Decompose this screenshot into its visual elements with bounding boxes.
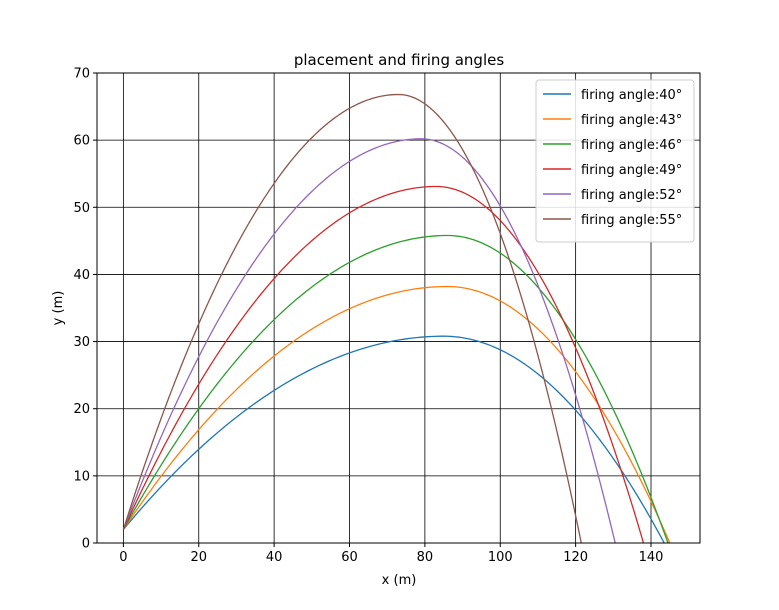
x-axis-label: x (m) xyxy=(382,573,417,588)
x-tick-label: 0 xyxy=(119,550,127,565)
legend-label: firing angle:40° xyxy=(581,88,682,103)
x-tick-label: 80 xyxy=(417,550,434,565)
series-lines xyxy=(122,93,671,544)
x-tick-label: 120 xyxy=(563,550,588,565)
y-ticks: 0 10 20 30 40 50 60 70 xyxy=(73,67,97,552)
legend-label: firing angle:43° xyxy=(581,113,682,128)
x-tick-label: 100 xyxy=(488,550,513,565)
chart-title: placement and firing angles xyxy=(294,51,505,69)
legend-label: firing angle:55° xyxy=(581,213,682,228)
x-tick-label: 20 xyxy=(190,550,207,565)
y-tick-label: 60 xyxy=(73,134,90,149)
y-tick-label: 0 xyxy=(82,537,90,552)
plot-frame xyxy=(96,72,701,544)
x-tick-label: 60 xyxy=(341,550,358,565)
series-line-5 xyxy=(122,93,582,544)
x-ticks: 0 20 40 60 80 100 120 140 xyxy=(119,543,663,565)
series-line-1 xyxy=(122,285,671,544)
y-tick-label: 50 xyxy=(73,201,90,216)
series-line-2 xyxy=(122,234,669,544)
y-tick-label: 30 xyxy=(73,335,90,350)
series-line-0 xyxy=(122,335,665,544)
x-tick-label: 140 xyxy=(639,550,664,565)
y-tick-label: 20 xyxy=(73,402,90,417)
legend-label: firing angle:52° xyxy=(581,188,682,203)
legend-label: firing angle:49° xyxy=(581,163,682,178)
y-tick-label: 70 xyxy=(73,67,90,82)
legend-label: firing angle:46° xyxy=(581,138,682,153)
y-tick-label: 40 xyxy=(73,268,90,283)
y-tick-label: 10 xyxy=(73,469,90,484)
series-line-3 xyxy=(122,185,645,544)
y-axis-label: y (m) xyxy=(51,291,66,326)
series-line-4 xyxy=(122,138,616,544)
legend-box xyxy=(535,79,695,243)
legend: firing angle:40° firing angle:43° firing a… xyxy=(535,79,695,243)
x-tick-label: 40 xyxy=(266,550,283,565)
